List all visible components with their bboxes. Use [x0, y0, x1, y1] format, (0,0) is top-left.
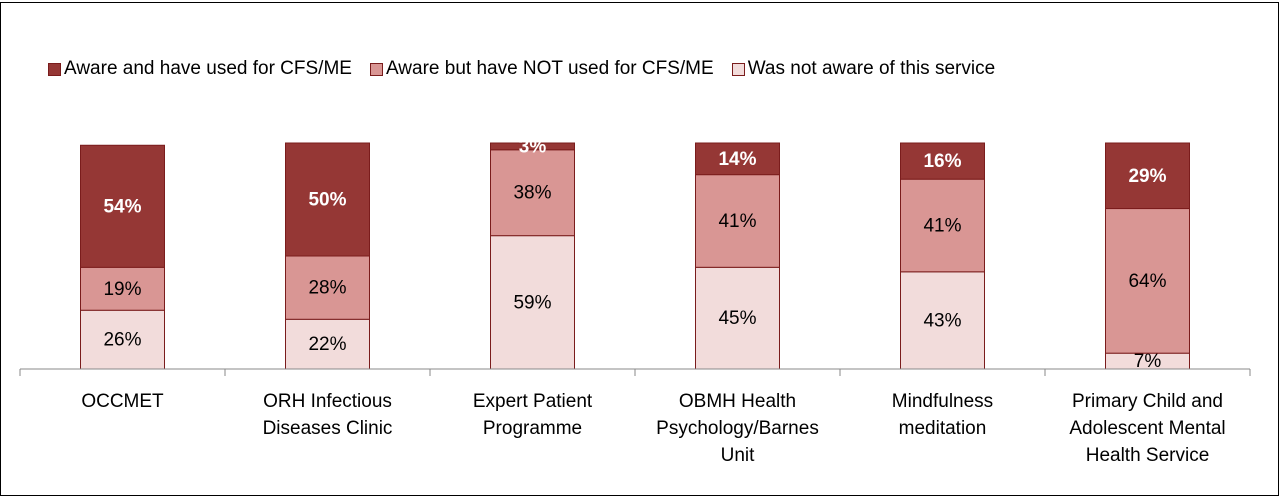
legend-swatch	[48, 62, 61, 76]
data-label: 7%	[1134, 351, 1162, 372]
data-label: 16%	[923, 151, 961, 172]
data-label: 50%	[308, 190, 346, 211]
bar-segment	[490, 149, 575, 237]
bar-segment	[490, 235, 575, 370]
legend-item: Aware and have used for CFS/ME	[48, 58, 352, 80]
data-label: 14%	[718, 149, 756, 170]
bar-segment	[285, 255, 370, 320]
x-tick-label: OCCMET	[81, 391, 164, 412]
bar-segment	[80, 309, 165, 370]
legend-item: Was not aware of this service	[731, 58, 996, 80]
legend-swatch	[731, 62, 745, 76]
bar-segment	[1105, 142, 1190, 210]
data-label: 54%	[103, 196, 141, 217]
data-label: 59%	[513, 292, 551, 313]
bar-segment	[80, 144, 165, 268]
bar-segment	[285, 142, 370, 257]
data-label: 19%	[103, 279, 141, 300]
data-label: 29%	[1128, 166, 1166, 187]
x-tick-label: Expert Patient Programme	[472, 391, 593, 439]
data-label: 41%	[718, 211, 756, 232]
legend-item: Aware but have NOT used for CFS/ME	[369, 58, 714, 80]
bar-segment	[80, 266, 165, 311]
data-label: 28%	[308, 278, 346, 299]
data-label: 3%	[519, 136, 547, 157]
data-label: 45%	[718, 308, 756, 329]
legend-swatch	[369, 62, 383, 76]
bar-segment	[900, 142, 985, 180]
bar-segment	[695, 266, 780, 370]
legend: Aware and have used for CFS/ME Aware but …	[48, 58, 1013, 80]
data-label: 41%	[923, 216, 961, 237]
x-tick-label: OBMH Health Psychology/Barnes Unit	[656, 391, 819, 466]
bar-segment	[695, 174, 780, 268]
bar-segment	[490, 142, 575, 151]
bar-segment	[900, 271, 985, 370]
bar-segment	[695, 142, 780, 176]
legend-label: Aware but have NOT used for CFS/ME	[385, 58, 714, 79]
legend-label: Aware and have used for CFS/ME	[64, 58, 352, 79]
data-label: 64%	[1128, 271, 1166, 292]
legend-label: Was not aware of this service	[747, 58, 996, 79]
x-tick-label: Mindfulness meditation	[891, 391, 994, 439]
bar-segment	[900, 178, 985, 273]
bar-segment	[285, 318, 370, 370]
data-label: 38%	[513, 183, 551, 204]
x-tick-label: ORH Infectious Diseases Clinic	[262, 391, 393, 439]
x-tick-label: Primary Child and Adolescent Mental Heal…	[1069, 391, 1226, 466]
bar-segment	[1105, 208, 1190, 354]
data-label: 26%	[103, 330, 141, 351]
data-label: 22%	[308, 334, 346, 355]
data-label: 43%	[923, 310, 961, 331]
